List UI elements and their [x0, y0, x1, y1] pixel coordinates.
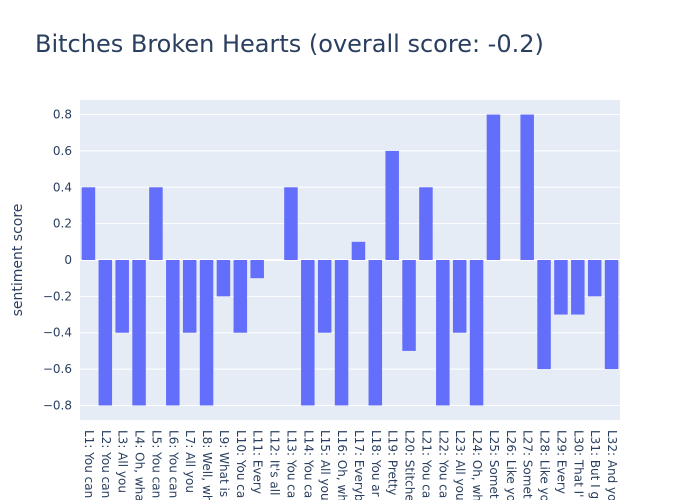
bar: [81, 187, 96, 260]
y-tick-label: 0.2: [53, 217, 72, 231]
bar: [199, 260, 214, 406]
bar: [571, 260, 585, 315]
bar: [419, 187, 433, 260]
bar: [368, 260, 383, 406]
bar: [385, 150, 399, 260]
bar: [520, 114, 534, 260]
x-tick-label: L14: You ca: [301, 430, 315, 498]
x-axis-ticks: L1: You can L2: You can L3: All you L4: Oh,…: [82, 430, 619, 500]
bar: [132, 260, 146, 406]
x-tick-label: L32: And yo: [605, 430, 619, 500]
x-tick-label: L28: Like yo: [538, 430, 552, 500]
bar: [604, 260, 619, 370]
bar: [166, 260, 180, 406]
x-tick-label: L23: All you: [453, 430, 467, 500]
bar: [486, 114, 501, 260]
y-tick-label: −0.6: [43, 362, 72, 376]
bar: [537, 260, 551, 370]
y-tick-label: 0.6: [53, 144, 72, 158]
bar: [284, 187, 298, 260]
x-tick-label: L7: All you: [183, 430, 197, 493]
x-tick-label: L17: Everyb: [352, 430, 366, 500]
bar: [216, 260, 231, 297]
x-tick-label: L12: It's all: [268, 430, 282, 495]
x-tick-label: L18: You ar: [369, 430, 383, 497]
x-tick-label: L2: You can: [99, 430, 113, 498]
x-tick-label: L3: All you: [116, 430, 130, 493]
x-tick-label: L11: Every: [251, 430, 265, 494]
y-tick-label: −0.8: [43, 398, 72, 412]
y-tick-label: 0.8: [53, 108, 72, 122]
bar: [98, 260, 113, 406]
bar: [250, 260, 264, 279]
x-tick-label: L29: Every: [554, 430, 568, 494]
x-tick-label: L21: You ca: [419, 430, 433, 498]
x-tick-label: L10: You ca: [234, 430, 248, 498]
x-tick-label: L30: That I': [571, 430, 585, 497]
x-tick-label: L24: Oh, wh: [470, 430, 484, 500]
x-tick-label: L4: Oh, wha: [133, 430, 147, 500]
bar: [436, 260, 450, 406]
x-tick-label: L26: Like yo: [504, 430, 518, 500]
x-tick-label: L6: You can: [166, 430, 180, 498]
y-tick-label: 0: [64, 253, 72, 267]
x-tick-label: L19: Pretty: [386, 430, 400, 495]
bar: [115, 260, 129, 333]
bars: [81, 114, 619, 406]
x-tick-label: L5: You can: [149, 430, 163, 498]
x-tick-label: L20: Stitche: [403, 430, 417, 500]
x-tick-label: L13: You ca: [284, 430, 298, 498]
bar: [587, 260, 602, 297]
y-tick-label: −0.2: [43, 289, 72, 303]
x-tick-label: L9: What is: [217, 430, 231, 497]
bar: [351, 241, 366, 260]
x-tick-label: L1: You can: [82, 430, 96, 498]
x-tick-label: L27: Somet: [521, 430, 535, 499]
y-axis-title: sentiment score: [10, 204, 26, 317]
bar: [317, 260, 332, 333]
x-tick-label: L25: Somet: [487, 430, 501, 499]
bar: [452, 260, 467, 333]
y-tick-label: 0.4: [53, 180, 72, 194]
y-axis-ticks: −0.8 −0.6 −0.4 −0.2 0 0.2 0.4 0.6 0.8: [43, 108, 72, 413]
bar: [233, 260, 248, 333]
bar: [334, 260, 349, 406]
bar: [301, 260, 315, 406]
x-tick-label: L8: Well, wh: [200, 430, 214, 500]
bar: [554, 260, 568, 315]
bar: [182, 260, 197, 333]
y-tick-label: −0.4: [43, 326, 72, 340]
chart-title: Bitches Broken Hearts (overall score: -0…: [35, 30, 544, 58]
bar: [402, 260, 416, 351]
x-tick-label: L15: All you: [318, 430, 332, 500]
bar: [469, 260, 484, 406]
x-tick-label: L16: Oh, wh: [335, 430, 349, 500]
x-tick-label: L22: You ca: [436, 430, 450, 498]
bar: [149, 187, 163, 260]
x-tick-label: L31: But I g: [588, 430, 602, 499]
